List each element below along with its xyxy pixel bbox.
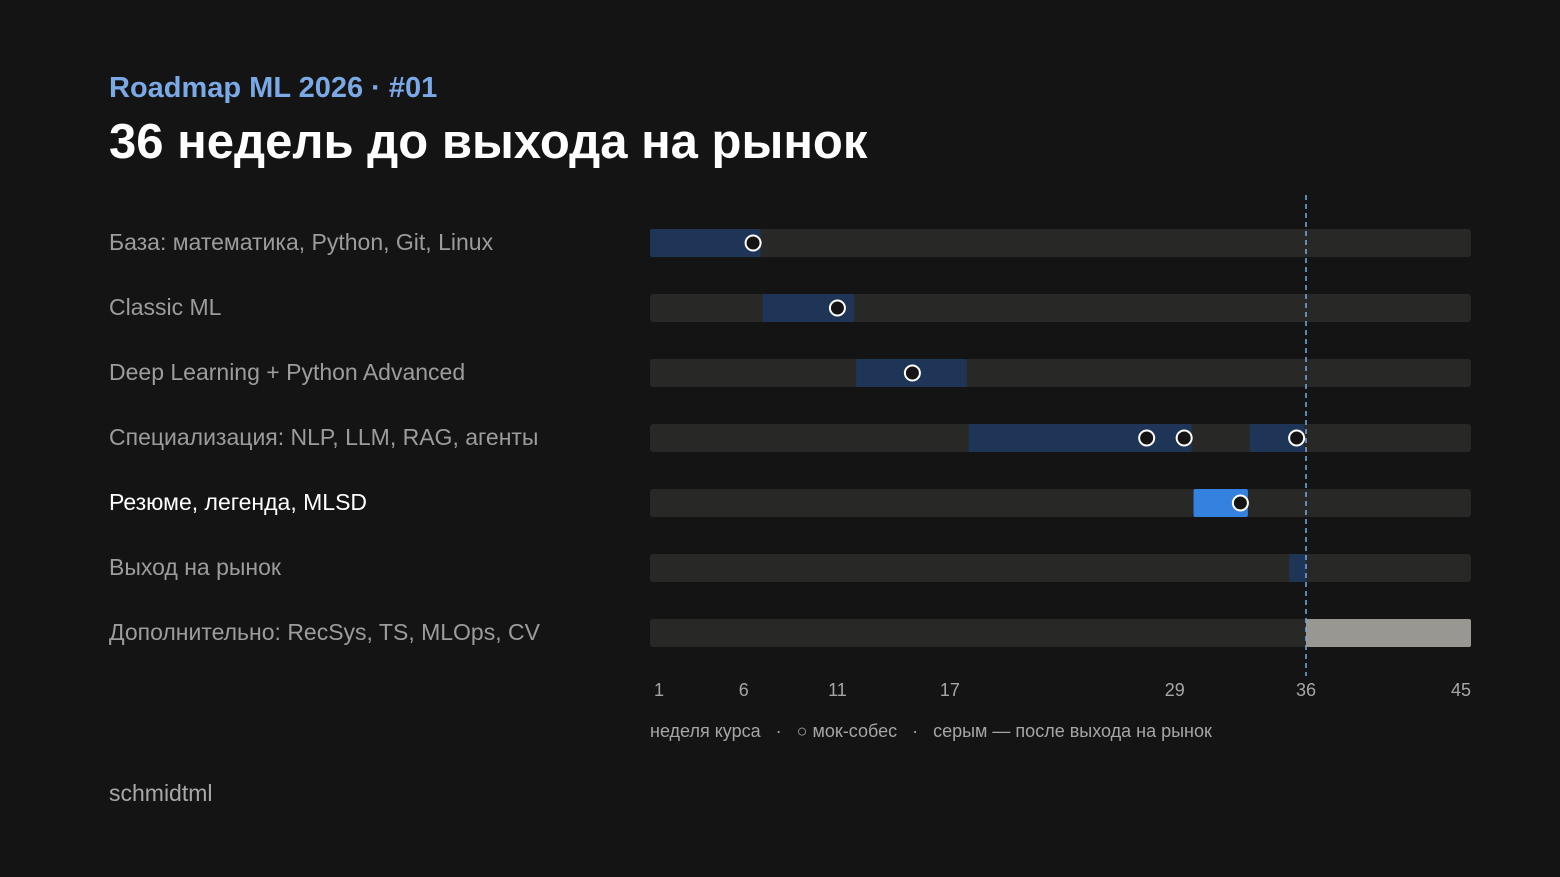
phase-bar [650,229,761,257]
chart-legend: неделя курса · ○ мок-собес · серым — пос… [650,721,1212,741]
phase-bar [1289,554,1306,582]
mock-interview-marker [828,299,846,317]
row-label: Classic ML [109,294,222,320]
phase-bar [1249,424,1305,452]
legend-mock-label: мок-собес [813,721,898,741]
mock-interview-marker [1138,429,1156,447]
row-label: Выход на рынок [109,554,282,580]
x-tick-label: 29 [1165,680,1185,700]
row-track [650,489,1471,517]
legend-separator: · [761,721,797,741]
x-tick-label: 45 [1451,680,1471,700]
row-track [650,359,1471,387]
row-track [650,294,1471,322]
row-label: Дополнительно: RecSys, TS, MLOps, CV [109,619,541,645]
x-tick-label: 36 [1296,680,1316,700]
x-axis-label: неделя курса [650,721,762,741]
mock-interview-marker [1231,494,1249,512]
x-tick-label: 1 [654,680,664,700]
author-handle: schmidtml [109,780,213,806]
mock-interview-marker [744,234,762,252]
row-label: База: математика, Python, Git, Linux [109,229,494,255]
x-tick-label: 17 [940,680,960,700]
legend-separator: · [897,721,933,741]
row-label: Резюме, легенда, MLSD [109,489,367,515]
mock-interview-marker [1175,429,1193,447]
legend-gray-label: серым — после выхода на рынок [933,721,1212,741]
row-track [650,619,1471,647]
phase-bar [968,424,1192,452]
phase-bar [762,294,855,322]
kicker: Roadmap ML 2026 · #01 [109,72,438,104]
row-label: Специализация: NLP, LLM, RAG, агенты [109,424,538,450]
phase-bar [1193,489,1248,517]
mock-interview-marker [1288,429,1306,447]
x-tick-label: 6 [739,680,749,700]
row-track [650,554,1471,582]
row-label: Deep Learning + Python Advanced [109,359,465,385]
page-title: 36 недель до выхода на рынок [109,115,868,169]
legend-mock-icon: ○ [797,721,813,741]
x-tick-label: 11 [828,680,847,700]
row-track [650,229,1471,257]
phase-bar [1306,619,1471,647]
mock-interview-marker [903,364,921,382]
